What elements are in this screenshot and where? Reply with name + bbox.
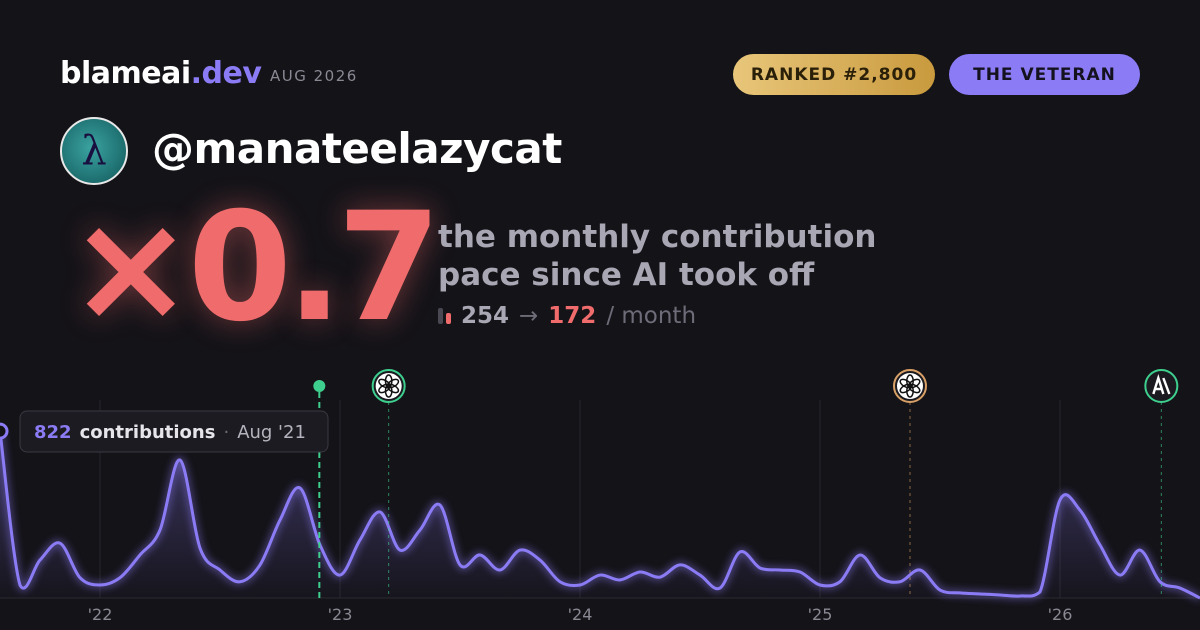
description-line: pace since AI took off xyxy=(438,257,815,293)
x-tick-label: '24 xyxy=(568,605,593,624)
brand: blameai.dev xyxy=(60,56,262,91)
x-tick-label: '26 xyxy=(1048,605,1073,624)
icon-bg xyxy=(897,373,923,399)
x-tick-label: '22 xyxy=(88,605,113,624)
x-tick-label: '25 xyxy=(808,605,833,624)
icon-petal xyxy=(899,378,912,389)
rank-badge: RANKED #2,800 xyxy=(733,54,935,95)
icon-glyph xyxy=(1152,373,1171,395)
pace-icon xyxy=(438,308,451,324)
tooltip-label: contributions xyxy=(80,422,216,443)
hover-point xyxy=(0,422,9,440)
line xyxy=(0,430,1200,600)
tooltip-sep: · xyxy=(223,422,229,443)
tooltip-text: 822 contributions · Aug '21 xyxy=(34,422,306,443)
icon-petal xyxy=(378,378,391,389)
after-value: 172 xyxy=(548,303,597,329)
before-value: 254 xyxy=(461,303,510,329)
tooltip xyxy=(19,410,329,453)
pace-stats: 254 → 172 / month xyxy=(438,303,696,329)
arrow: → xyxy=(519,303,539,329)
overlay: 822 contributions · Aug '21 xyxy=(0,410,329,453)
area xyxy=(0,431,1200,598)
events xyxy=(313,369,1179,598)
brand-name: blameai xyxy=(60,56,191,91)
card-date: AUG 2026 xyxy=(270,67,358,85)
avatar: λ xyxy=(60,117,128,185)
multiplier: ×0.7 xyxy=(68,181,441,355)
brand-tld: .dev xyxy=(190,56,262,91)
description-line: the monthly contribution xyxy=(438,219,877,255)
plot xyxy=(0,430,1200,601)
event-dot xyxy=(313,380,326,392)
x-tick-label: '23 xyxy=(328,605,353,624)
unit: / month xyxy=(606,303,697,329)
tooltip-value: 822 xyxy=(34,422,72,443)
icon-bg xyxy=(375,373,402,399)
user-handle: @manateelazycat xyxy=(152,124,562,173)
title-badge: THE VETERAN xyxy=(949,54,1140,95)
tooltip-date: Aug '21 xyxy=(237,422,306,443)
